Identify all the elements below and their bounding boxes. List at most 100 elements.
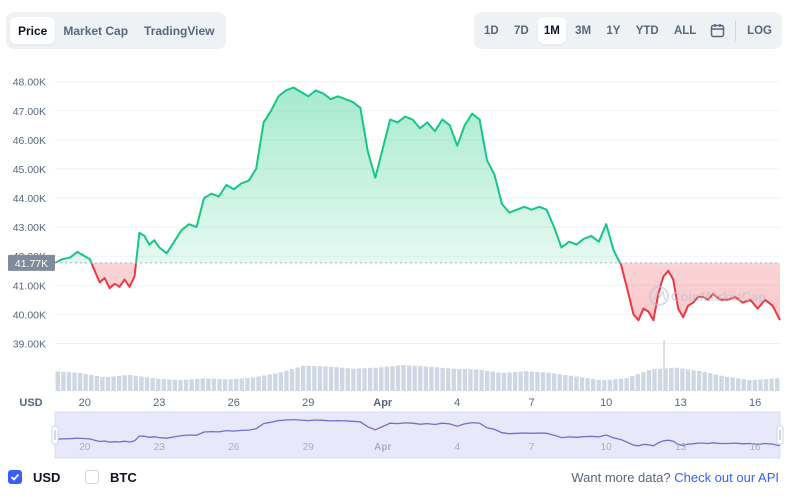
navigator-line <box>54 418 781 447</box>
navigator-tick-label: 20 <box>79 442 91 453</box>
volume-bar <box>546 372 551 391</box>
price-area-fill-up <box>55 87 780 263</box>
range-1d[interactable]: 1D <box>484 24 499 37</box>
volume-bar <box>128 374 133 391</box>
volume-bar <box>607 379 613 391</box>
volume-bar <box>490 371 495 391</box>
volume-bar <box>445 368 451 391</box>
volume-bar <box>641 372 646 391</box>
check-icon <box>10 473 20 481</box>
volume-bar <box>579 377 585 391</box>
tab-market-cap[interactable]: Market Cap <box>63 23 129 38</box>
volume-bar <box>195 378 200 391</box>
range-3m[interactable]: 3M <box>575 24 592 37</box>
volume-bar <box>89 374 94 391</box>
volume-bar <box>200 378 205 391</box>
volume-bar <box>105 376 111 391</box>
volume-bar <box>239 378 245 391</box>
volume-bar <box>602 379 607 391</box>
volume-bar <box>669 367 674 391</box>
x-tick-label: Apr <box>373 397 393 409</box>
volume-bar <box>72 372 77 391</box>
y-tick-label: 44.00K <box>13 193 46 205</box>
calendar-icon[interactable] <box>706 17 730 44</box>
toolbar-divider <box>734 20 736 41</box>
volume-bar <box>568 375 574 391</box>
price-area-fill-down <box>91 262 780 321</box>
volume-bar <box>708 373 713 391</box>
volume-bar <box>696 370 702 391</box>
volume-bar <box>278 372 284 391</box>
price-line-down-path <box>55 262 781 322</box>
volume-bar <box>418 366 423 391</box>
volume-bar <box>250 377 256 391</box>
y-tick-label: 48.00K <box>13 77 46 89</box>
volume-bar <box>429 366 434 391</box>
y-tick-label: 41.00K <box>13 280 46 292</box>
usd-checkbox[interactable] <box>8 470 22 484</box>
volume-bar <box>100 376 105 391</box>
range-navigator: 20 23 26 29 Apr 4 7 10 13 16 <box>51 411 784 459</box>
volume-bar <box>423 366 429 391</box>
volume-bar <box>451 368 456 391</box>
volume-bar <box>769 378 774 391</box>
volume-bar <box>61 371 66 391</box>
volume-bar <box>390 366 395 391</box>
volume-bar <box>289 369 295 391</box>
volume-bar <box>440 367 445 391</box>
range-1y[interactable]: 1Y <box>606 24 621 37</box>
price-area-up <box>55 87 780 263</box>
volume-bar <box>613 379 618 391</box>
volume-bar <box>590 379 596 391</box>
range-7d[interactable]: 7D <box>513 24 529 37</box>
price-line-down <box>55 262 781 322</box>
y-axis: 48.00K47.00K46.00K45.00K44.00K43.00K42.0… <box>13 77 46 351</box>
volume-bar <box>167 379 172 391</box>
volume-bar <box>284 370 289 391</box>
volume-bar <box>111 376 116 391</box>
tab-price[interactable]: Price <box>10 17 56 44</box>
volume-bar <box>596 379 601 391</box>
volume-bar <box>646 370 652 391</box>
volume-bar <box>535 371 540 391</box>
volume-bars <box>55 340 780 391</box>
range-all[interactable]: ALL <box>673 24 697 37</box>
api-link[interactable]: Check out our API <box>674 470 779 485</box>
btc-checkbox[interactable] <box>85 470 99 484</box>
navigator-window[interactable] <box>54 411 781 459</box>
volume-bar <box>395 365 401 391</box>
volume-bar <box>183 379 189 391</box>
volume-bar <box>94 375 100 391</box>
volume-bar <box>116 375 122 391</box>
x-tick-label: 29 <box>302 397 314 409</box>
y-tick-label: 40.00K <box>13 309 46 321</box>
volume-bar <box>261 375 267 391</box>
navigator-tick-label: 4 <box>454 442 460 453</box>
volume-bar <box>434 367 440 391</box>
volume-bar <box>379 367 384 391</box>
x-tick-label: 20 <box>79 397 91 409</box>
price-line-up-path <box>54 86 622 263</box>
volume-bar <box>518 371 523 391</box>
footer: USD BTC Want more data? Check out our AP… <box>0 466 799 492</box>
price-series <box>54 86 781 322</box>
volume-bar <box>406 365 412 391</box>
volume-bar <box>557 374 562 391</box>
volume-bar <box>300 365 306 391</box>
volume-bar <box>529 371 535 391</box>
volume-bar <box>362 368 367 391</box>
y-tick-label: 45.00K <box>13 164 46 176</box>
volume-bar <box>351 368 356 391</box>
range-1m[interactable]: 1M <box>537 17 566 44</box>
volume-bar <box>724 376 730 391</box>
range-ytd[interactable]: YTD <box>635 24 659 37</box>
volume-bar <box>139 376 144 391</box>
volume-bar <box>340 367 345 391</box>
volume-bar <box>747 380 752 391</box>
tab-tradingview[interactable]: TradingView <box>144 23 215 38</box>
volume-bar <box>172 379 178 391</box>
api-promo-text: Want more data? <box>571 470 671 485</box>
volume-bar <box>674 367 680 391</box>
navigator-tick-label: 29 <box>303 442 315 453</box>
log-scale-toggle[interactable]: LOG <box>747 24 772 37</box>
